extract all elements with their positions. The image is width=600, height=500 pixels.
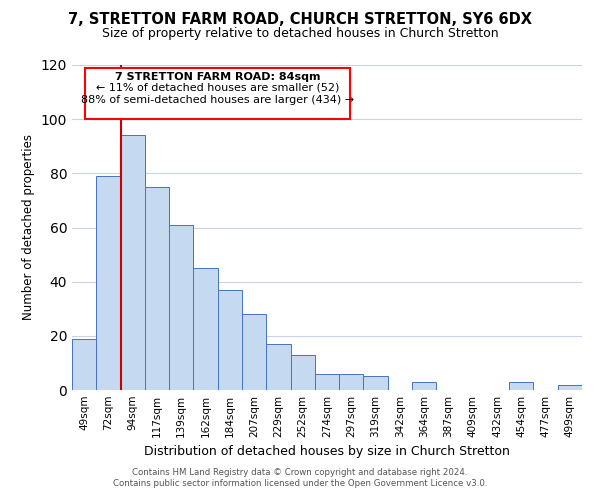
Bar — [412, 382, 436, 390]
Text: Contains HM Land Registry data © Crown copyright and database right 2024.
Contai: Contains HM Land Registry data © Crown c… — [113, 468, 487, 487]
Bar — [339, 374, 364, 390]
Bar — [364, 376, 388, 390]
Bar — [290, 355, 315, 390]
Bar — [266, 344, 290, 390]
Text: 7, STRETTON FARM ROAD, CHURCH STRETTON, SY6 6DX: 7, STRETTON FARM ROAD, CHURCH STRETTON, … — [68, 12, 532, 28]
FancyBboxPatch shape — [85, 68, 350, 119]
Bar — [96, 176, 121, 390]
Text: 88% of semi-detached houses are larger (434) →: 88% of semi-detached houses are larger (… — [81, 95, 354, 105]
Bar — [145, 187, 169, 390]
Bar — [242, 314, 266, 390]
Bar — [558, 384, 582, 390]
Bar — [509, 382, 533, 390]
Bar — [169, 225, 193, 390]
Text: ← 11% of detached houses are smaller (52): ← 11% of detached houses are smaller (52… — [96, 82, 339, 92]
Text: Size of property relative to detached houses in Church Stretton: Size of property relative to detached ho… — [101, 28, 499, 40]
Bar — [193, 268, 218, 390]
Bar — [72, 338, 96, 390]
Bar — [315, 374, 339, 390]
Y-axis label: Number of detached properties: Number of detached properties — [22, 134, 35, 320]
X-axis label: Distribution of detached houses by size in Church Stretton: Distribution of detached houses by size … — [144, 446, 510, 458]
Bar — [218, 290, 242, 390]
Text: 7 STRETTON FARM ROAD: 84sqm: 7 STRETTON FARM ROAD: 84sqm — [115, 72, 320, 82]
Bar — [121, 136, 145, 390]
